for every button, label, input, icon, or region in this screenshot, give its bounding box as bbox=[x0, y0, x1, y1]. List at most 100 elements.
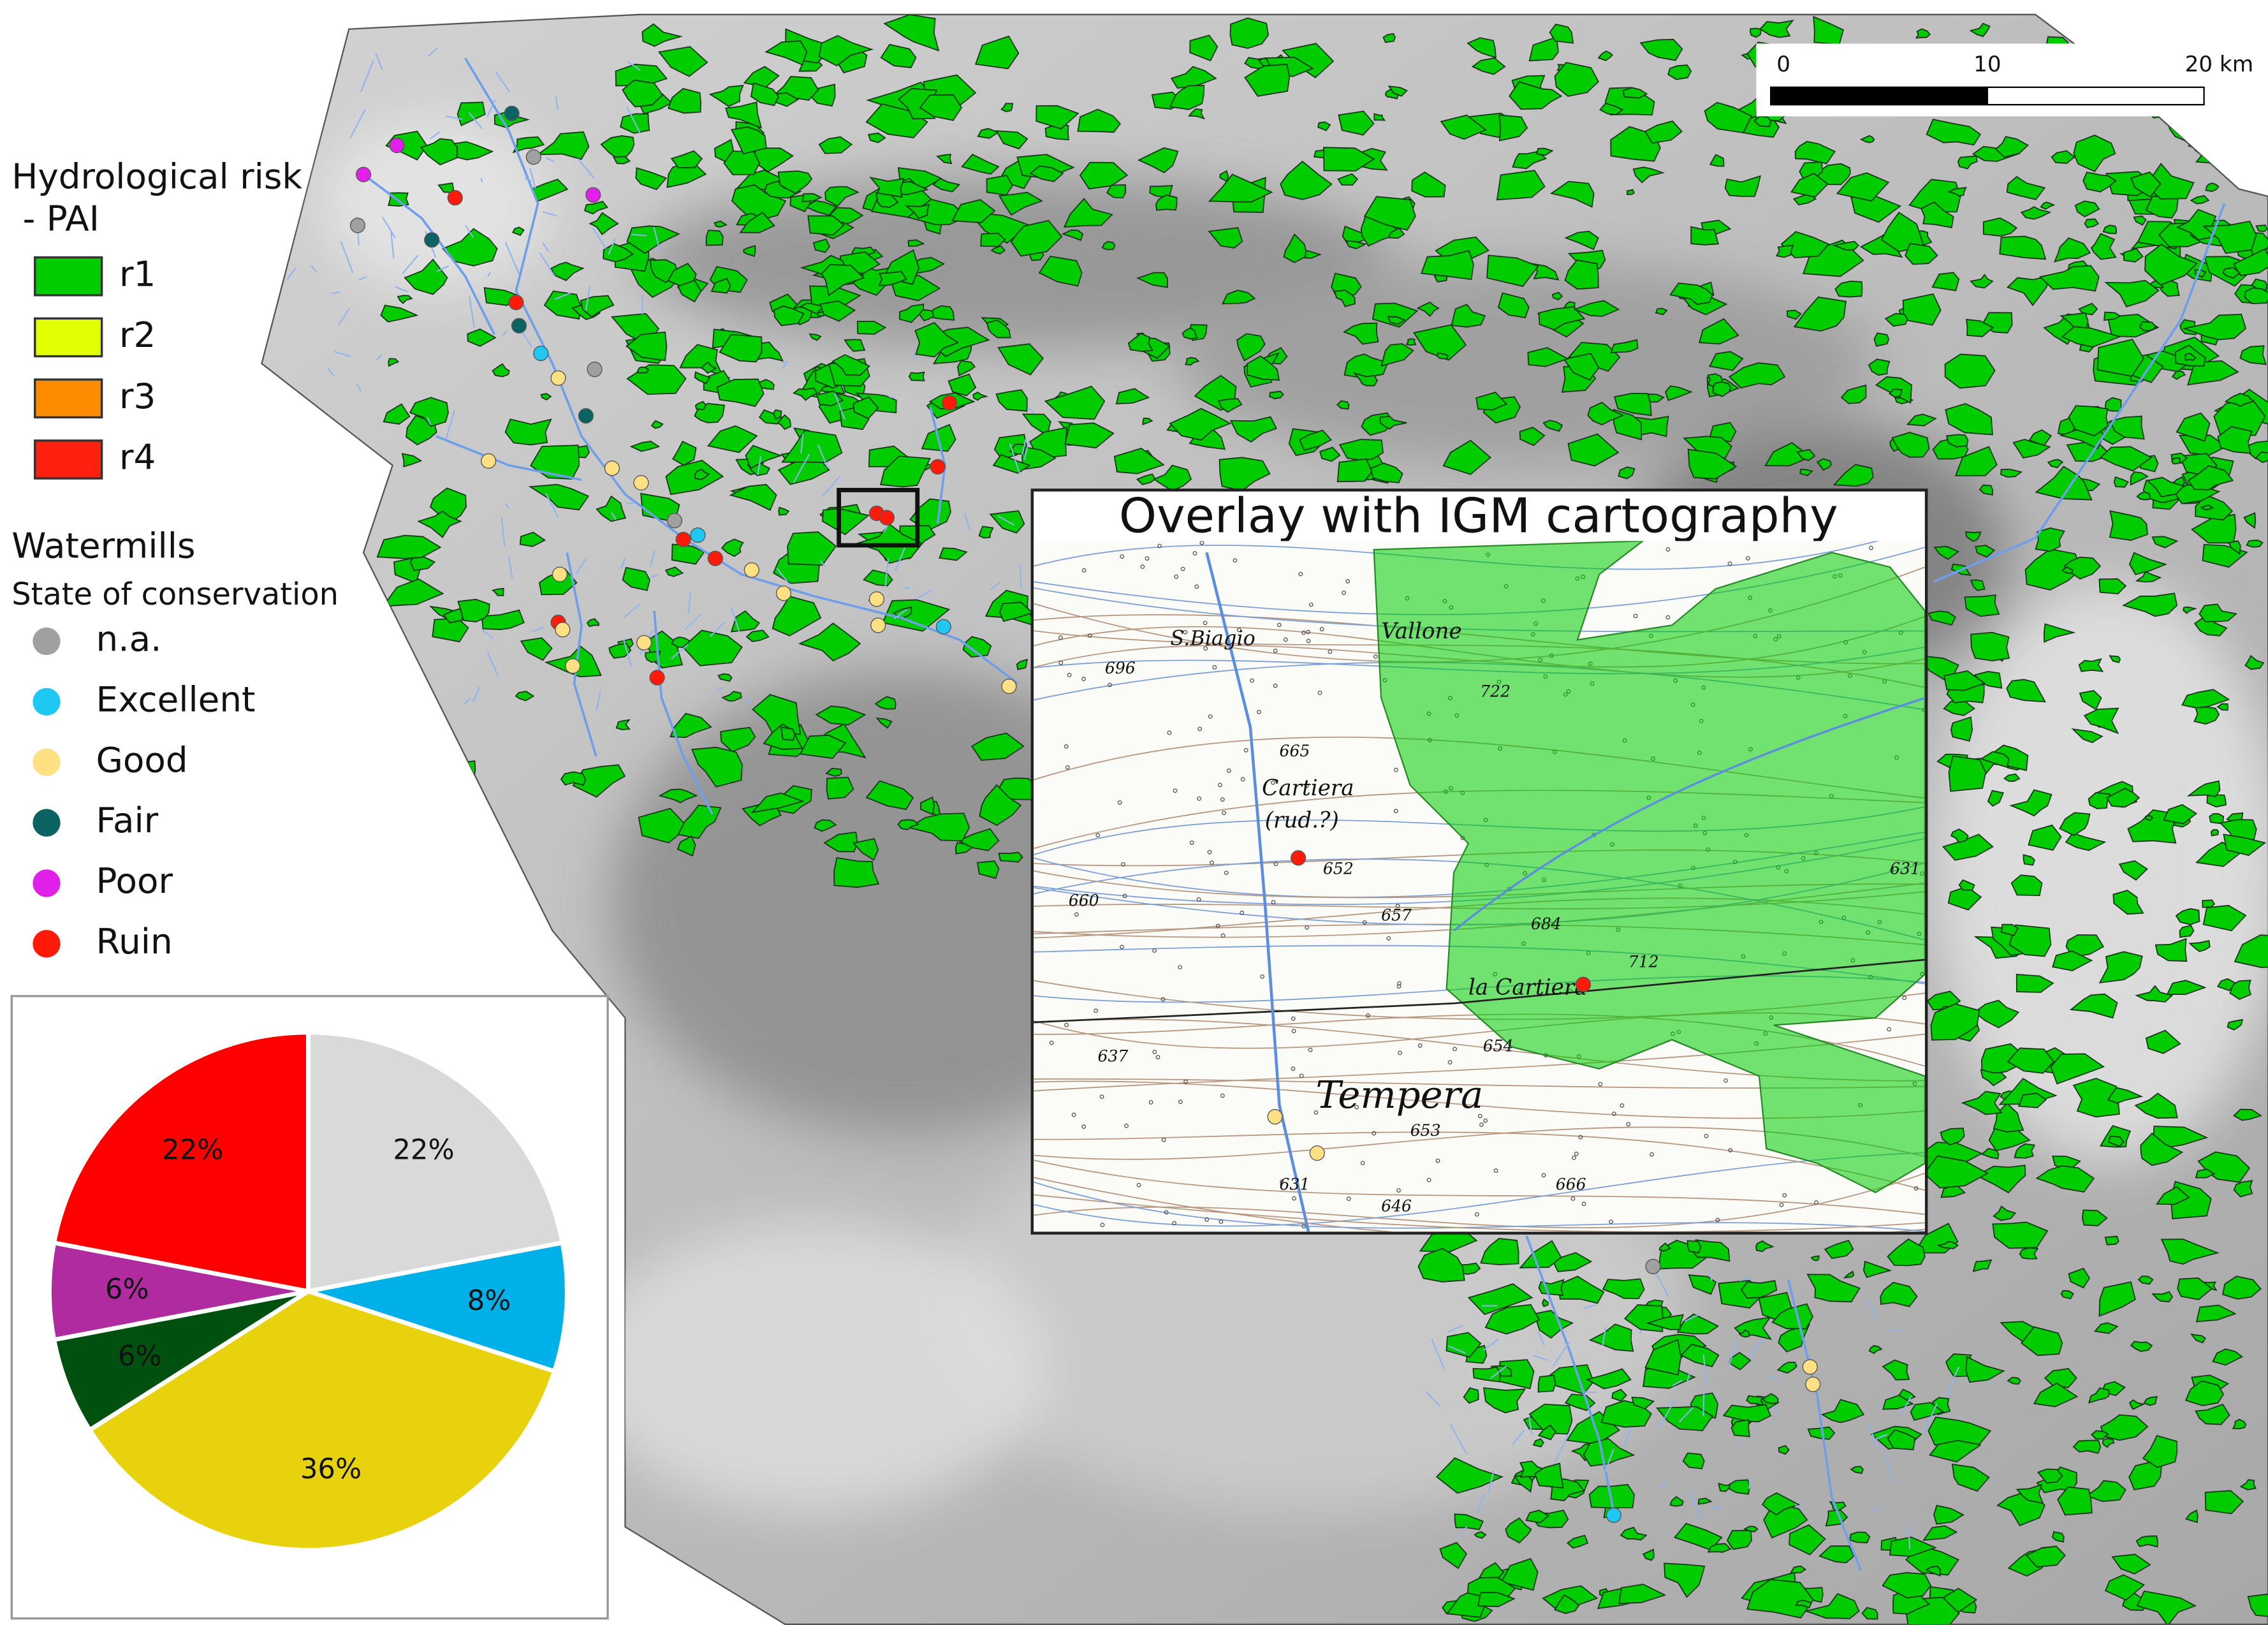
risk-patch bbox=[2244, 287, 2268, 305]
map-symbol bbox=[1240, 777, 1245, 782]
risk-patch bbox=[750, 82, 780, 107]
risk-patch bbox=[739, 211, 775, 233]
inset-title: Overlay with IGM cartography bbox=[1119, 487, 1838, 543]
stream bbox=[436, 265, 450, 272]
risk-patch bbox=[1920, 201, 1954, 228]
map-symbol bbox=[1581, 1202, 1586, 1206]
risk-patch bbox=[1771, 1303, 1814, 1330]
map-symbol bbox=[1723, 1078, 1728, 1083]
risk-patch bbox=[626, 225, 680, 254]
map-symbol bbox=[1100, 1223, 1105, 1228]
risk-patch bbox=[2098, 578, 2127, 594]
stream bbox=[653, 226, 661, 252]
risk-patch bbox=[420, 138, 458, 166]
risk-patch bbox=[404, 258, 448, 295]
risk-patch bbox=[1665, 385, 1693, 401]
risk-patch bbox=[2206, 794, 2227, 808]
place-label: 652 bbox=[1323, 859, 1354, 878]
risk-patch bbox=[2146, 476, 2185, 497]
stream bbox=[1922, 1403, 1938, 1434]
stream bbox=[532, 626, 544, 632]
risk-patch bbox=[777, 170, 813, 195]
risk-patch bbox=[2223, 834, 2267, 857]
risk-patch bbox=[635, 167, 668, 191]
risk-patch bbox=[2228, 540, 2241, 555]
legend-label: r2 bbox=[119, 314, 156, 355]
stream bbox=[430, 131, 441, 140]
risk-patch bbox=[586, 618, 599, 628]
risk-patch bbox=[1537, 1374, 1556, 1393]
risk-patch bbox=[2084, 218, 2100, 228]
stream bbox=[555, 96, 559, 110]
risk-patch bbox=[1363, 196, 1416, 231]
risk-patch bbox=[1471, 57, 1506, 75]
risk-patch bbox=[773, 305, 805, 327]
risk-patch bbox=[2136, 491, 2151, 501]
risk-patch bbox=[1535, 147, 1554, 156]
legend-swatch bbox=[34, 317, 103, 358]
risk-patch bbox=[2082, 172, 2117, 193]
risk-patch bbox=[2000, 468, 2023, 478]
map-symbol bbox=[1292, 1196, 1297, 1201]
risk-patch bbox=[2035, 1165, 2095, 1193]
place-label: 631 bbox=[1280, 1175, 1310, 1193]
risk-patch bbox=[1644, 1339, 1682, 1376]
stream bbox=[1604, 1448, 1614, 1474]
risk-patch bbox=[1484, 1304, 1540, 1335]
risk-patch bbox=[897, 819, 919, 831]
risk-patch bbox=[2109, 510, 2148, 541]
map-symbol bbox=[1396, 984, 1401, 989]
risk-patch bbox=[812, 238, 831, 253]
risk-patch bbox=[808, 333, 822, 341]
risk-patch bbox=[1746, 1578, 1814, 1619]
risk-patch bbox=[677, 279, 702, 303]
map-symbol bbox=[1174, 574, 1179, 579]
risk-patch bbox=[1387, 316, 1406, 325]
stream bbox=[746, 696, 751, 704]
risk-patch bbox=[1908, 179, 1961, 213]
risk-patch bbox=[1599, 102, 1624, 115]
risk-patch bbox=[515, 690, 535, 702]
risk-patch bbox=[875, 717, 893, 729]
stream bbox=[990, 582, 1000, 591]
stream bbox=[542, 242, 550, 253]
stream bbox=[627, 61, 641, 71]
risk-patch bbox=[2130, 171, 2162, 198]
risk-patch bbox=[1972, 145, 2020, 162]
risk-patch bbox=[1722, 1404, 1772, 1423]
watermill bbox=[935, 619, 951, 635]
risk-patch bbox=[511, 226, 525, 237]
map-symbol bbox=[1194, 584, 1199, 589]
risk-patch bbox=[1724, 175, 1762, 197]
risk-patch bbox=[731, 184, 787, 223]
map-symbol bbox=[1745, 555, 1750, 561]
risk-patch bbox=[2140, 1132, 2184, 1166]
stream bbox=[793, 453, 810, 483]
risk-patch bbox=[821, 264, 865, 297]
risk-patch bbox=[1155, 194, 1178, 211]
risk-patch bbox=[2008, 924, 2052, 957]
map-symbol bbox=[1280, 1179, 1284, 1184]
pie-label: 22% bbox=[393, 1134, 454, 1166]
stream bbox=[333, 351, 351, 358]
risk-patch bbox=[1218, 457, 1271, 492]
risk-patch bbox=[2099, 446, 2153, 472]
pie-label: 8% bbox=[467, 1285, 511, 1317]
risk-patch bbox=[1519, 427, 1546, 446]
map-symbol bbox=[1161, 1137, 1166, 1142]
stream bbox=[1431, 1339, 1445, 1369]
risk-patch bbox=[457, 101, 486, 127]
risk-patch bbox=[2107, 1135, 2125, 1147]
risk-patch bbox=[919, 94, 963, 121]
risk-patch bbox=[1000, 103, 1014, 112]
risk-patch bbox=[1113, 447, 1165, 474]
stream bbox=[340, 240, 354, 273]
map-symbol bbox=[1305, 925, 1310, 930]
risk-patch bbox=[2079, 689, 2102, 710]
risk-patch bbox=[1930, 1003, 1980, 1041]
stream bbox=[554, 292, 571, 300]
risk-patch bbox=[1836, 172, 1890, 202]
map-symbol bbox=[1291, 1016, 1296, 1021]
risk-patch bbox=[2134, 1092, 2178, 1119]
risk-patch bbox=[990, 245, 1006, 255]
